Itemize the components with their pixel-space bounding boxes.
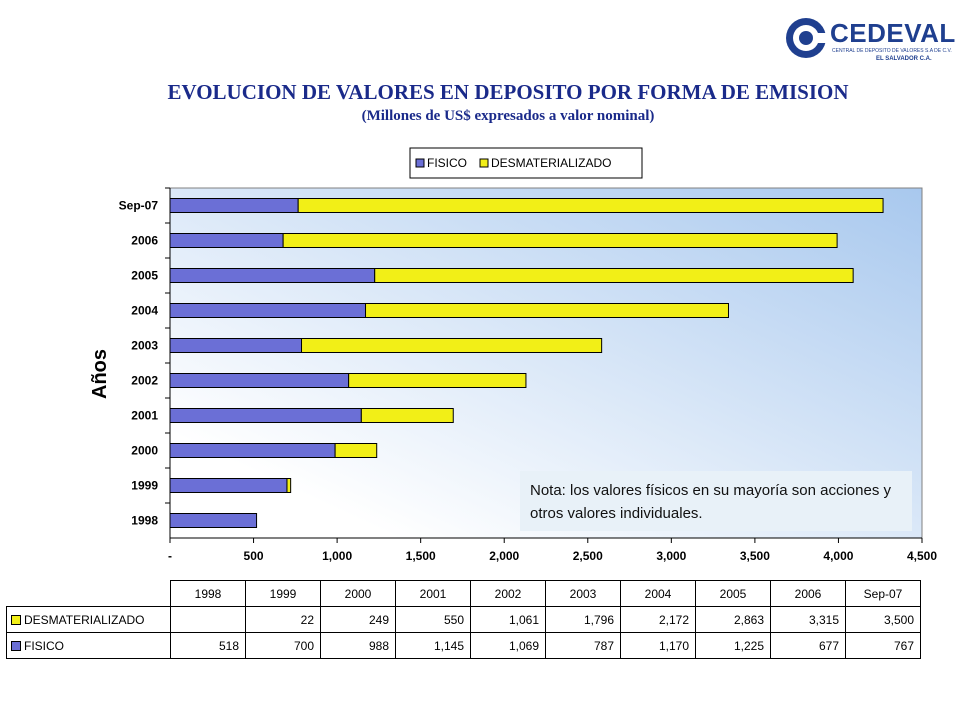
row-label-desmaterializado: DESMATERIALIZADO [6, 606, 171, 633]
table-header: 2006 [770, 580, 846, 607]
bar-desmaterializado [360, 408, 454, 423]
y-tick-label: 1998 [131, 514, 158, 528]
table-cell: 1,069 [470, 632, 546, 659]
x-tick-label: 4,500 [907, 549, 937, 563]
table-cell: 700 [245, 632, 321, 659]
y-tick-label: Sep-07 [119, 199, 159, 213]
bar-desmaterializado [286, 478, 292, 493]
chart-note: Nota: los valores físicos en su mayoría … [520, 471, 912, 531]
y-tick-label: 2002 [131, 374, 158, 388]
bar-fisico [169, 513, 258, 528]
page-subtitle: (Millones de US$ expresados a valor nomi… [361, 108, 655, 124]
table-cell: 1,796 [545, 606, 621, 633]
x-tick-label: 1,000 [322, 549, 352, 563]
bar-desmaterializado [297, 198, 884, 213]
table-cell [170, 606, 246, 633]
table-header: 2000 [320, 580, 396, 607]
table-corner [7, 581, 171, 607]
logo-country: EL SALVADOR C.A. [876, 56, 932, 62]
table-cell: 249 [320, 606, 396, 633]
table-header: 1998 [170, 580, 246, 607]
y-tick-label: 2000 [131, 444, 158, 458]
table-cell: 550 [395, 606, 471, 633]
x-tick-label: 2,000 [489, 549, 519, 563]
table-header: 2005 [695, 580, 771, 607]
y-tick-label: 2001 [131, 409, 158, 423]
bar-desmaterializado [301, 338, 603, 353]
table-cell: 2,172 [620, 606, 696, 633]
bar-fisico [169, 268, 376, 283]
bar-fisico [169, 338, 303, 353]
table-cell: 1,061 [470, 606, 546, 633]
x-tick-label: - [168, 549, 172, 563]
x-tick-label: 1,500 [406, 549, 436, 563]
table-header: 2004 [620, 580, 696, 607]
x-tick-label: 3,500 [740, 549, 770, 563]
table-cell: 3,315 [770, 606, 846, 633]
table-cell: 2,863 [695, 606, 771, 633]
y-tick-label: 2003 [131, 339, 158, 353]
bar-desmaterializado [348, 373, 527, 388]
table-cell: 677 [770, 632, 846, 659]
table-header: 2001 [395, 580, 471, 607]
logo-subtitle: CENTRAL DE DEPOSITO DE VALORES S.A DE C.… [832, 48, 952, 54]
legend [409, 147, 643, 179]
legend-label-fisico: FISICO [427, 156, 467, 170]
bar-fisico [169, 478, 288, 493]
y-tick-label: 2005 [131, 269, 158, 283]
logo-mark-icon [786, 18, 830, 58]
row-label-fisico: FISICO [6, 632, 171, 659]
y-axis-title: Años [89, 349, 111, 399]
page-title: EVOLUCION DE VALORES EN DEPOSITO POR FOR… [167, 80, 849, 104]
table-header: Sep-07 [845, 580, 921, 607]
cedeval-logo: CEDEVAL CENTRAL DE DEPOSITO DE VALORES S… [784, 14, 955, 68]
bar-fisico [169, 373, 350, 388]
legend-swatch-icon [11, 614, 21, 625]
legend-swatch-fisico [415, 158, 425, 168]
table-header: 1999 [245, 580, 321, 607]
table-cell: 767 [845, 632, 921, 659]
row-label-text: DESMATERIALIZADO [24, 612, 145, 627]
table-cell: 787 [545, 632, 621, 659]
table-cell: 3,500 [845, 606, 921, 633]
table-row: FISICO 518 700 988 1,145 1,069 787 1,170… [6, 632, 921, 659]
x-tick-label: 2,500 [573, 549, 603, 563]
bar-fisico [169, 408, 362, 423]
logo-name: CEDEVAL [830, 18, 956, 48]
bar-fisico [169, 443, 336, 458]
legend-swatch-desmaterializado [479, 158, 489, 168]
legend-swatch-icon [11, 640, 21, 651]
table-header-row: 1998 1999 2000 2001 2002 2003 2004 2005 … [7, 580, 921, 607]
x-tick-label: 500 [244, 549, 264, 563]
bar-fisico [169, 198, 299, 213]
y-tick-label: 1999 [131, 479, 158, 493]
bar-desmaterializado [374, 268, 854, 283]
y-tick-label: 2006 [131, 234, 158, 248]
table-header: 2002 [470, 580, 546, 607]
table-cell: 1,225 [695, 632, 771, 659]
table-cell: 1,170 [620, 632, 696, 659]
x-tick-label: 4,000 [823, 549, 853, 563]
bar-fisico [169, 303, 367, 318]
table-cell: 518 [170, 632, 246, 659]
bar-desmaterializado [282, 233, 838, 248]
table-row: DESMATERIALIZADO 22 249 550 1,061 1,796 … [6, 606, 921, 633]
x-tick-label: 3,000 [656, 549, 686, 563]
legend-label-desmaterializado: DESMATERIALIZADO [491, 156, 611, 170]
y-tick-label: 2004 [131, 304, 158, 318]
table-cell: 1,145 [395, 632, 471, 659]
table-cell: 22 [245, 606, 321, 633]
bar-fisico [169, 233, 284, 248]
table-header: 2003 [545, 580, 621, 607]
bar-desmaterializado [365, 303, 729, 318]
bar-desmaterializado [334, 443, 378, 458]
data-table: 1998 1999 2000 2001 2002 2003 2004 2005 … [6, 580, 921, 659]
row-label-text: FISICO [24, 638, 65, 653]
table-cell: 988 [320, 632, 396, 659]
